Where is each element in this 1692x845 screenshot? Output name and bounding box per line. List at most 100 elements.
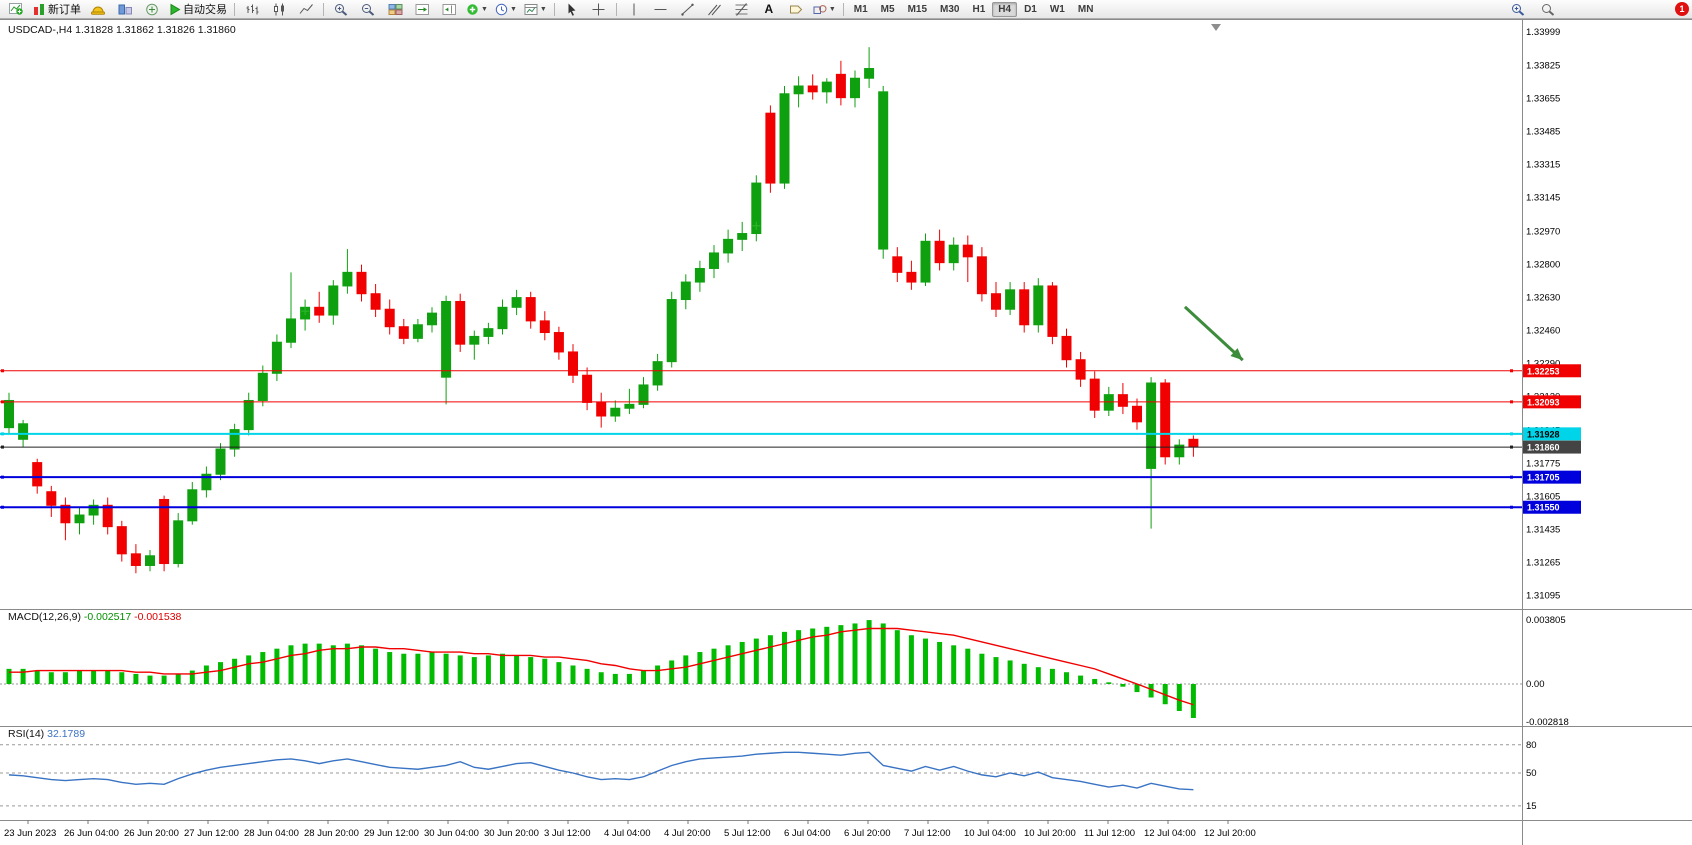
candlestick-chart-icon	[272, 3, 287, 16]
zoom-in-button[interactable]	[328, 0, 354, 19]
new-order-button[interactable]: 新订单	[30, 0, 84, 19]
shapes-button[interactable]: ▼	[810, 0, 839, 19]
svg-text:30 Jun 20:00: 30 Jun 20:00	[484, 828, 539, 839]
templates-button[interactable]: ▼	[521, 0, 550, 19]
timeframe-h4-button[interactable]: H4	[992, 1, 1018, 17]
line-chart-button[interactable]	[293, 0, 319, 19]
new-order-label: 新订单	[48, 4, 81, 16]
line-handle[interactable]	[1, 432, 4, 436]
line-handle[interactable]	[1, 369, 4, 373]
bull-candle	[173, 520, 184, 565]
line-handle[interactable]	[1510, 369, 1513, 373]
timeframe-m30-button[interactable]: M30	[940, 3, 960, 15]
price-tag-1.31928	[1523, 427, 1581, 441]
price-axis[interactable]: 1.33999 1.33825 1.33655 1.33485 1.33315 1.331…	[1526, 27, 1560, 602]
candlestick-chart-button[interactable]	[266, 0, 292, 19]
timeframe-m1-button[interactable]: M1	[853, 3, 868, 15]
chart-shift-marker[interactable]	[1211, 24, 1221, 31]
line-handle[interactable]	[1510, 505, 1513, 509]
toolbar-separator	[842, 2, 844, 16]
bull-candle	[1146, 382, 1157, 469]
timeframe-h1-button[interactable]: H1	[972, 3, 986, 15]
line-handle[interactable]	[1, 505, 4, 509]
trendline-button[interactable]	[675, 0, 701, 19]
market-watch-button[interactable]	[112, 0, 138, 19]
periods-button[interactable]: ▼	[492, 0, 520, 19]
bear-candle	[1061, 335, 1072, 361]
horizontal-line-button[interactable]	[648, 0, 674, 19]
line-handle[interactable]	[1510, 432, 1513, 436]
svg-text:0.003805: 0.003805	[1526, 615, 1566, 626]
search-plus-button[interactable]	[1505, 0, 1531, 19]
line-handle[interactable]	[1, 400, 4, 404]
tile-windows-icon	[388, 3, 403, 16]
macd-histogram-bar	[1078, 675, 1084, 684]
text-tool-label: A	[764, 2, 774, 16]
text-tool-button[interactable]: A	[756, 0, 782, 19]
svg-text:6 Jul 04:00: 6 Jul 04:00	[784, 828, 830, 839]
label-tool-button[interactable]	[783, 0, 809, 19]
bull-candle	[624, 403, 635, 409]
bear-candle	[370, 293, 381, 310]
cursor-button[interactable]	[559, 0, 585, 19]
new-chart-button[interactable]	[3, 0, 29, 19]
macd-histogram-bar	[316, 643, 322, 684]
macd-histogram-bar	[866, 620, 872, 684]
line-handle[interactable]	[1510, 400, 1513, 404]
svg-text:10 Jul 20:00: 10 Jul 20:00	[1024, 828, 1076, 839]
macd-histogram-bar	[838, 625, 844, 684]
search-button[interactable]	[1535, 0, 1561, 19]
bull-candle	[74, 514, 85, 524]
line-handle[interactable]	[1510, 445, 1513, 449]
timeframe-m15-button[interactable]: M15	[907, 3, 928, 15]
equidistant-channel-button[interactable]	[702, 0, 728, 19]
macd-histogram-bar	[641, 670, 646, 684]
time-axis[interactable]: 23 Jun 2023 26 Jun 04:00 26 Jun 20:00 27 Ju…	[4, 820, 1256, 839]
bar-chart-button[interactable]	[239, 0, 265, 19]
horizontal-levels[interactable]: 1.32253 1.32093 1.31928 1.31860 1.31705 1.315…	[0, 364, 1581, 514]
chart-ohlc-values: 1.31828 1.31862 1.31826 1.31860	[75, 24, 236, 36]
line-handle[interactable]	[1510, 475, 1513, 479]
indicators-plus-icon	[466, 3, 479, 16]
chart-symbol-period: USDCAD-,H4	[8, 24, 73, 36]
autotrading-button[interactable]: 自动交易	[166, 0, 230, 19]
bull-candle	[1174, 444, 1185, 458]
macd-histogram-bar	[1049, 668, 1055, 684]
arrow-annotation[interactable]	[1183, 305, 1244, 362]
fibonacci-button[interactable]	[729, 0, 755, 19]
zoom-in-icon	[334, 3, 348, 16]
green-arrow-line	[1183, 305, 1244, 362]
svg-text:1.31860: 1.31860	[1527, 443, 1560, 453]
macd-histogram-bar	[344, 643, 350, 684]
timeframe-m5-button[interactable]: M5	[880, 3, 895, 15]
vertical-line-button[interactable]	[621, 0, 647, 19]
crosshair-button[interactable]	[586, 0, 612, 19]
crosshair-icon	[592, 3, 605, 16]
timeframe-d1-button[interactable]: D1	[1024, 3, 1037, 15]
zoom-out-button[interactable]	[355, 0, 381, 19]
rsi-panel[interactable]: 80 50 15	[0, 740, 1537, 812]
clock-icon	[495, 3, 508, 16]
data-window-button[interactable]	[139, 0, 165, 19]
notification-badge[interactable]: 1	[1675, 2, 1689, 16]
chart-shift-button[interactable]	[436, 0, 462, 19]
svg-text:29 Jun 12:00: 29 Jun 12:00	[364, 828, 419, 839]
line-handle[interactable]	[1, 445, 4, 449]
shapes-icon	[813, 3, 827, 16]
timeframe-mn-button[interactable]: MN	[1077, 3, 1094, 15]
auto-scroll-button[interactable]	[409, 0, 435, 19]
svg-text:1.31928: 1.31928	[1527, 429, 1560, 439]
svg-text:1.32093: 1.32093	[1527, 397, 1560, 407]
macd-panel[interactable]: 0.003805 0.00 -0.002818	[0, 615, 1569, 728]
tile-windows-button[interactable]	[382, 0, 408, 19]
macd-histogram-bar	[48, 672, 54, 684]
line-handle[interactable]	[1, 475, 4, 479]
autotrading-play-icon	[169, 3, 181, 16]
timeframe-w1-button[interactable]: W1	[1049, 3, 1065, 15]
indicators-button[interactable]: ▼	[463, 0, 491, 19]
price-tag-1.31860	[1523, 440, 1581, 454]
profiles-button[interactable]	[85, 0, 111, 19]
svg-text:1.31550: 1.31550	[1527, 503, 1560, 513]
